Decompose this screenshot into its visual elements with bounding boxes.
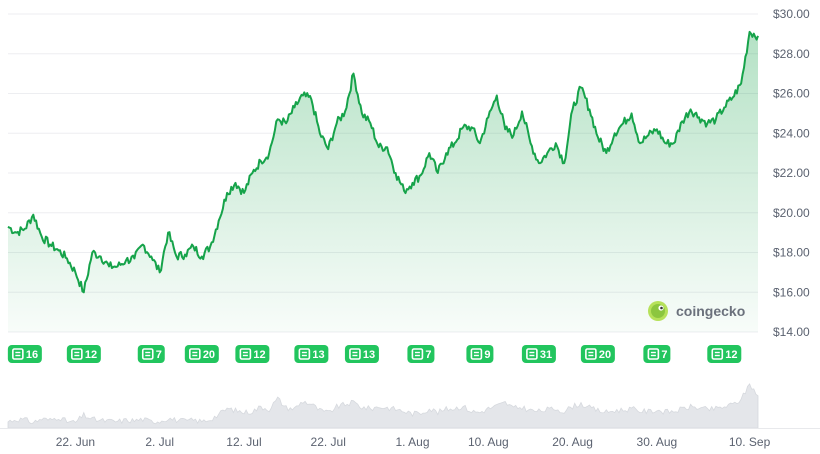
- news-icon: [585, 348, 597, 360]
- y-tick-label: $26.00: [773, 87, 810, 101]
- news-icon: [189, 348, 201, 360]
- watermark: coingecko: [648, 301, 745, 321]
- price-line: [7, 30, 759, 294]
- event-badge-count: 13: [363, 349, 375, 361]
- x-tick-label: 12. Jul: [226, 435, 261, 449]
- news-icon: [526, 348, 538, 360]
- event-badge-count: 20: [599, 349, 611, 361]
- event-badge[interactable]: 13: [344, 345, 379, 363]
- x-tick-label: 2. Jul: [145, 435, 174, 449]
- y-tick-label: $14.00: [773, 325, 810, 339]
- event-badge-count: 16: [26, 349, 38, 361]
- x-tick-label: 10. Sep: [729, 435, 771, 449]
- event-badge[interactable]: 20: [580, 345, 615, 363]
- x-tick-label: 20. Aug: [552, 435, 593, 449]
- event-badge-count: 7: [156, 349, 162, 361]
- event-badge-count: 12: [85, 349, 97, 361]
- news-icon: [71, 348, 83, 360]
- event-badge[interactable]: 12: [235, 345, 270, 363]
- news-icon: [647, 348, 660, 360]
- event-badge[interactable]: 12: [707, 345, 742, 363]
- x-tick-label: 10. Aug: [468, 435, 509, 449]
- x-axis: 22. Jun 2. Jul 12. Jul 22. Jul 1. Aug 10. Aug…: [0, 428, 820, 449]
- news-icon: [239, 348, 252, 360]
- event-badges: 16 12 7 20 12 13 13 7 9 31 20 7 12: [7, 345, 742, 363]
- volume-area: [7, 383, 759, 429]
- event-badge-count: 13: [312, 349, 324, 361]
- event-badge-count: 12: [253, 349, 265, 361]
- x-tick-label: 30. Aug: [637, 435, 678, 449]
- x-tick-label: 1. Aug: [395, 435, 429, 449]
- gecko-logo-icon: [648, 301, 668, 321]
- x-tick-label: 22. Jul: [311, 435, 346, 449]
- event-badge-count: 9: [484, 349, 490, 361]
- event-badge-count: 12: [725, 349, 737, 361]
- event-badge[interactable]: 31: [521, 345, 556, 363]
- event-badge-count: 7: [661, 349, 667, 361]
- event-badge[interactable]: 7: [643, 345, 671, 363]
- x-tick-label: 22. Jun: [56, 435, 95, 449]
- y-tick-label: $18.00: [773, 246, 810, 260]
- price-area-fill: [8, 31, 758, 333]
- event-badge[interactable]: 16: [7, 345, 42, 363]
- news-icon: [141, 348, 154, 360]
- price-area: [7, 30, 759, 333]
- y-tick-label: $20.00: [773, 206, 810, 220]
- news-icon: [298, 348, 311, 360]
- event-badge[interactable]: 9: [466, 345, 494, 363]
- news-icon: [12, 348, 24, 360]
- event-badge-count: 20: [203, 349, 215, 361]
- event-badge-count: 31: [540, 349, 552, 361]
- y-tick-label: $30.00: [773, 7, 810, 21]
- event-badge[interactable]: 7: [137, 345, 165, 363]
- news-icon: [349, 348, 361, 360]
- y-tick-label: $16.00: [773, 285, 810, 299]
- watermark-brand: coingecko: [676, 303, 745, 319]
- news-icon: [711, 348, 724, 360]
- event-badge[interactable]: 7: [407, 345, 435, 363]
- volume-fill: [7, 383, 759, 429]
- y-axis: $14.00 $16.00 $18.00 $20.00 $22.00 $24.00 $26.…: [773, 7, 810, 339]
- news-icon: [470, 348, 483, 360]
- y-tick-label: $22.00: [773, 166, 810, 180]
- event-badge[interactable]: 13: [294, 345, 329, 363]
- event-badge-count: 7: [425, 349, 431, 361]
- event-badge[interactable]: 12: [66, 345, 101, 363]
- y-tick-label: $28.00: [773, 47, 810, 61]
- event-badge[interactable]: 20: [184, 345, 219, 363]
- y-tick-label: $24.00: [773, 126, 810, 140]
- news-icon: [411, 348, 424, 360]
